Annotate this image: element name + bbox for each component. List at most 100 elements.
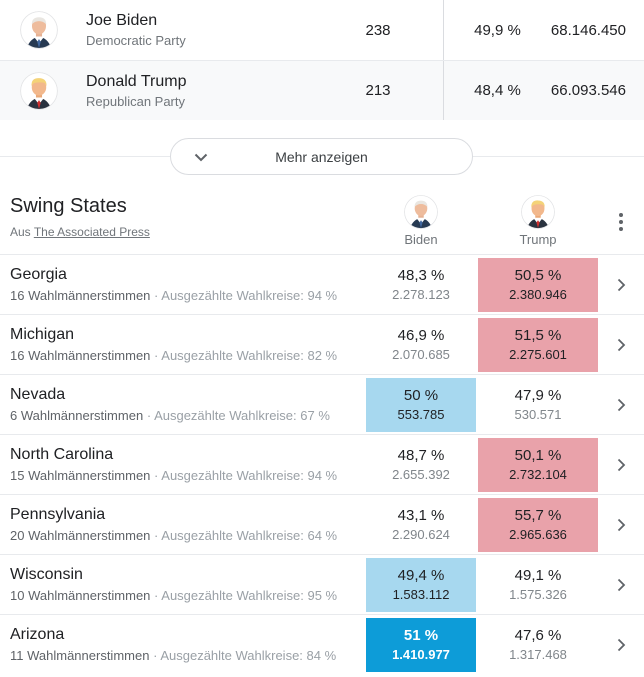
state-meta: 6 Wahlmännerstimmen · Ausgezählte Wahlkr…	[10, 408, 366, 423]
state-meta: 11 Wahlmännerstimmen · Ausgezählte Wahlk…	[10, 648, 366, 663]
popular-vote-count: 66.093.546	[550, 82, 626, 99]
popular-vote-count: 68.146.450	[550, 21, 626, 39]
precincts-counted-label: Ausgezählte Wahlkreise: 94 %	[161, 288, 338, 303]
candidate-party: Democratic Party	[86, 33, 186, 48]
candidate-row-trump: Donald Trump Republican Party 213 48,4 %…	[0, 60, 644, 120]
biden-vote-count: 1.583.112	[392, 587, 450, 602]
trump-vote-count: 1.575.326	[509, 587, 567, 602]
state-name: Arizona	[10, 626, 65, 643]
trump-vote-count: 2.275.601	[509, 347, 567, 362]
chevron-right-icon[interactable]	[617, 338, 626, 352]
chevron-right-icon[interactable]	[617, 458, 626, 472]
trump-avatar	[20, 71, 58, 110]
trump-result-cell: 50,5 % 2.380.946	[478, 257, 598, 312]
trump-vote-count: 1.317.468	[509, 647, 567, 662]
swing-states-table: Georgia 16 Wahlmännerstimmen · Ausgezähl…	[0, 254, 644, 674]
electoral-votes-value: 213	[365, 82, 391, 99]
source-prefix: Aus	[10, 225, 31, 239]
precincts-counted-label: Ausgezählte Wahlkreise: 82 %	[161, 348, 338, 363]
column-header-trump: Trump	[478, 195, 598, 247]
meta-separator: ·	[154, 468, 159, 483]
trump-percent: 51,5 %	[514, 327, 562, 344]
source-attribution: Aus The Associated Press	[10, 225, 366, 239]
electoral-votes-label: 10 Wahlmännerstimmen	[10, 588, 151, 603]
trump-percent: 55,7 %	[514, 507, 562, 524]
trump-result-cell: 47,6 % 1.317.468	[478, 618, 598, 672]
electoral-votes-label: 16 Wahlmännerstimmen	[10, 348, 151, 363]
state-meta: 16 Wahlmännerstimmen · Ausgezählte Wahlk…	[10, 288, 366, 303]
section-title: Swing States	[10, 195, 127, 217]
precincts-counted-label: Ausgezählte Wahlkreise: 67 %	[154, 408, 330, 423]
meta-separator: ·	[154, 588, 159, 603]
show-more-label: Mehr anzeigen	[275, 148, 368, 165]
precincts-counted-label: Ausgezählte Wahlkreise: 95 %	[161, 588, 338, 603]
state-name: Wisconsin	[10, 566, 83, 583]
biden-result-cell: 51 % 1.410.977	[366, 617, 476, 672]
meta-separator: ·	[154, 288, 159, 303]
swing-state-row[interactable]: Pennsylvania 20 Wahlmännerstimmen · Ausg…	[0, 494, 644, 554]
biden-avatar	[20, 11, 58, 49]
meta-separator: ·	[154, 348, 159, 363]
biden-result-cell: 49,4 % 1.583.112	[366, 557, 476, 612]
chevron-right-icon[interactable]	[617, 518, 626, 532]
electoral-votes-label: 15 Wahlmännerstimmen	[10, 468, 151, 483]
trump-vote-count: 2.732.104	[509, 467, 567, 482]
biden-vote-count: 2.070.685	[392, 347, 450, 362]
biden-vote-count: 1.410.977	[392, 647, 450, 662]
biden-avatar	[404, 195, 438, 229]
chevron-right-icon[interactable]	[617, 398, 626, 412]
source-link[interactable]: The Associated Press	[33, 225, 150, 239]
chevron-down-icon	[194, 153, 208, 162]
state-name: Nevada	[10, 386, 66, 403]
biden-vote-count: 2.290.624	[392, 527, 450, 542]
state-name: North Carolina	[10, 446, 114, 463]
electoral-votes-label: 16 Wahlmännerstimmen	[10, 288, 151, 303]
biden-vote-count: 553.785	[397, 407, 445, 422]
trump-vote-count: 530.571	[514, 407, 562, 422]
state-meta: 20 Wahlmännerstimmen · Ausgezählte Wahlk…	[10, 528, 366, 543]
meta-separator: ·	[146, 408, 152, 423]
candidate-name: Joe Biden	[86, 12, 158, 29]
meta-separator: ·	[153, 648, 158, 663]
more-options-icon[interactable]	[615, 209, 627, 235]
precincts-counted-label: Ausgezählte Wahlkreise: 64 %	[161, 528, 338, 543]
swing-state-row[interactable]: Georgia 16 Wahlmännerstimmen · Ausgezähl…	[0, 254, 644, 314]
swing-state-row[interactable]: Arizona 11 Wahlmännerstimmen · Ausgezähl…	[0, 614, 644, 674]
biden-percent: 46,9 %	[397, 327, 445, 344]
state-meta: 15 Wahlmännerstimmen · Ausgezählte Wahlk…	[10, 468, 366, 483]
biden-percent: 43,1 %	[397, 507, 445, 524]
precincts-counted-label: Ausgezählte Wahlkreise: 84 %	[160, 648, 337, 663]
show-more-section: Mehr anzeigen	[0, 120, 644, 184]
swing-states-header: Swing States Aus The Associated Press Bi…	[0, 184, 644, 254]
trump-result-cell: 49,1 % 1.575.326	[478, 558, 598, 612]
national-results-summary: Joe Biden Democratic Party 238 49,9 % 68…	[0, 0, 644, 120]
swing-state-row[interactable]: Nevada 6 Wahlmännerstimmen · Ausgezählte…	[0, 374, 644, 434]
trump-percent: 50,5 %	[514, 267, 562, 284]
trump-vote-count: 2.965.636	[509, 527, 567, 542]
column-label-biden: Biden	[404, 232, 438, 247]
electoral-votes-label: 6 Wahlmännerstimmen	[10, 408, 144, 423]
trump-percent: 47,6 %	[514, 627, 562, 644]
biden-result-cell: 48,7 % 2.655.392	[366, 438, 476, 492]
show-more-button[interactable]: Mehr anzeigen	[170, 138, 473, 175]
biden-result-cell: 46,9 % 2.070.685	[366, 318, 476, 372]
state-name: Pennsylvania	[10, 506, 106, 523]
chevron-right-icon[interactable]	[617, 278, 626, 292]
state-meta: 10 Wahlmännerstimmen · Ausgezählte Wahlk…	[10, 588, 366, 603]
chevron-right-icon[interactable]	[617, 578, 626, 592]
biden-percent: 49,4 %	[397, 567, 445, 584]
popular-vote-percent: 49,9 %	[474, 21, 521, 39]
biden-percent: 48,3 %	[397, 267, 445, 284]
trump-result-cell: 55,7 % 2.965.636	[478, 497, 598, 552]
swing-state-row[interactable]: North Carolina 15 Wahlmännerstimmen · Au…	[0, 434, 644, 494]
trump-result-cell: 51,5 % 2.275.601	[478, 317, 598, 372]
candidate-party: Republican Party	[86, 93, 185, 109]
swing-state-row[interactable]: Michigan 16 Wahlmännerstimmen · Ausgezäh…	[0, 314, 644, 374]
chevron-right-icon[interactable]	[617, 638, 626, 652]
candidate-row-biden: Joe Biden Democratic Party 238 49,9 % 68…	[0, 0, 644, 60]
biden-percent: 48,7 %	[397, 447, 445, 464]
swing-state-row[interactable]: Wisconsin 10 Wahlmännerstimmen · Ausgezä…	[0, 554, 644, 614]
meta-separator: ·	[154, 528, 159, 543]
biden-result-cell: 43,1 % 2.290.624	[366, 498, 476, 552]
state-name: Georgia	[10, 266, 67, 283]
